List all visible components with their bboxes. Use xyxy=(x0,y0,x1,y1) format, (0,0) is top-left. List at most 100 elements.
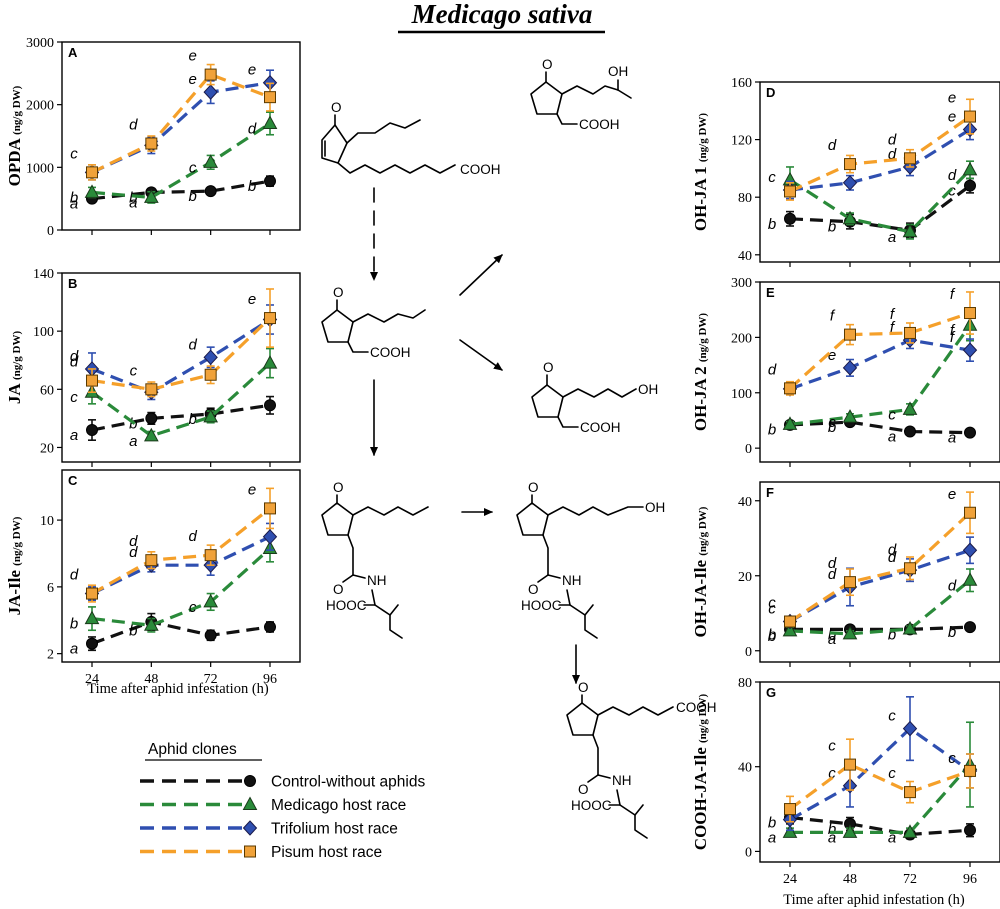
series-line xyxy=(91,318,271,394)
series-line xyxy=(91,547,272,627)
opda-cooh: COOH xyxy=(460,162,501,177)
significance-letter: a xyxy=(768,829,776,846)
data-point xyxy=(86,587,98,600)
significance-letter: c xyxy=(888,765,896,782)
significance-letter: b xyxy=(188,188,196,205)
ohjaile-nh: NH xyxy=(562,573,582,588)
plot-frame xyxy=(759,681,1000,863)
legend-item-control: Control-without aphids xyxy=(140,774,425,791)
ohja1-ketone-o: O xyxy=(542,57,553,72)
legend-title: Aphid clones xyxy=(148,741,237,758)
legend-label: Medicago host race xyxy=(271,797,406,814)
ohja1-cooh: COOH xyxy=(579,117,620,132)
series-medicago: ca xyxy=(70,347,278,450)
ohja2-cooh: COOH xyxy=(580,420,621,435)
y-tick-label: 0 xyxy=(745,645,752,660)
significance-letter: d xyxy=(828,555,837,572)
series-line xyxy=(789,511,972,623)
panel-letter: G xyxy=(766,685,776,700)
legend-label: Pisum host race xyxy=(271,844,382,861)
data-point xyxy=(145,137,158,150)
y-axis-label-unit: (ng/g DW) xyxy=(697,313,709,363)
significance-letter: b xyxy=(768,815,776,832)
significance-letter: b xyxy=(70,616,78,633)
y-axis-label: OH-JA-Ile (ng/g DW) xyxy=(691,506,710,637)
significance-letter: d xyxy=(888,541,897,558)
y-axis-label-name: OH-JA 1 xyxy=(691,162,710,231)
series-line xyxy=(789,548,971,623)
y-axis-label: OH-JA 1 (ng/g DW) xyxy=(691,113,710,231)
coohjaile-ketone-o: O xyxy=(578,680,589,695)
data-point xyxy=(204,629,217,642)
ohja1-oh: OH xyxy=(608,64,628,79)
significance-letter: d xyxy=(828,137,837,154)
chemical-pathway xyxy=(321,71,674,839)
figure-title: Medicago sativa xyxy=(411,0,593,29)
data-point xyxy=(264,502,276,515)
significance-letter: d xyxy=(248,120,257,137)
data-point xyxy=(204,549,217,562)
significance-letter: c xyxy=(828,414,836,431)
significance-letter: b xyxy=(768,421,776,438)
significance-letter: a xyxy=(70,196,78,213)
y-tick-label: 20 xyxy=(40,441,54,456)
series-line xyxy=(789,324,972,426)
jaile-nh: NH xyxy=(367,573,387,588)
significance-letter: c xyxy=(828,765,836,782)
significance-letter: e xyxy=(948,90,956,107)
data-point xyxy=(86,637,98,650)
significance-letter: b xyxy=(768,626,776,643)
significance-letter: f xyxy=(830,308,836,325)
data-point xyxy=(204,185,217,198)
ja-cooh: COOH xyxy=(370,345,411,360)
data-point xyxy=(844,328,856,341)
significance-letter: a xyxy=(948,430,956,447)
data-point xyxy=(964,307,976,320)
data-point xyxy=(842,824,858,838)
x-tick-label: 96 xyxy=(263,672,277,687)
series-line xyxy=(789,128,971,192)
significance-letter: b xyxy=(129,622,137,639)
data-point xyxy=(842,210,858,225)
panel-letter: E xyxy=(766,285,775,300)
y-axis-label-unit: (ng/g DW) xyxy=(697,506,709,556)
structure-oh-ja2 xyxy=(531,374,637,428)
data-point xyxy=(844,158,856,171)
data-point xyxy=(842,625,858,640)
data-point xyxy=(204,68,217,81)
opda-ketone-o: O xyxy=(331,100,342,115)
significance-letter: e xyxy=(948,109,956,126)
significance-letter: b xyxy=(948,624,956,641)
series-line xyxy=(91,72,271,174)
significance-letter: c xyxy=(828,738,836,755)
y-tick-label: 6 xyxy=(47,581,54,596)
data-point xyxy=(962,572,978,586)
significance-letter: e xyxy=(948,486,956,503)
y-axis-label-unit: (ng/g DW) xyxy=(697,693,709,743)
significance-letter: c xyxy=(948,750,956,767)
data-point xyxy=(86,166,98,179)
data-point xyxy=(84,184,100,198)
series-pisum: dd de xyxy=(70,481,276,603)
y-tick-label: 40 xyxy=(738,761,752,776)
data-point xyxy=(784,615,796,628)
y-tick-label: 0 xyxy=(47,224,54,239)
legend-marker xyxy=(242,796,258,810)
series-line xyxy=(788,311,971,390)
series-line xyxy=(91,316,272,391)
coohjaile-amide-o: O xyxy=(578,782,589,797)
coohjaile-nh: NH xyxy=(612,773,632,788)
data-point xyxy=(964,506,976,519)
y-tick-label: 100 xyxy=(33,325,54,340)
y-axis-label: COOH-JA-Ile (ng/g DW) xyxy=(691,693,710,850)
structure-cooh-ja-ile xyxy=(566,694,674,839)
data-point xyxy=(264,312,276,325)
legend-item-pisum: Pisum host race xyxy=(140,844,382,861)
significance-letter: d xyxy=(828,566,837,583)
significance-letter: d xyxy=(70,354,79,371)
significance-letter: a xyxy=(888,429,896,446)
significance-letter: d xyxy=(129,117,138,134)
legend-label: Control-without aphids xyxy=(271,774,425,791)
